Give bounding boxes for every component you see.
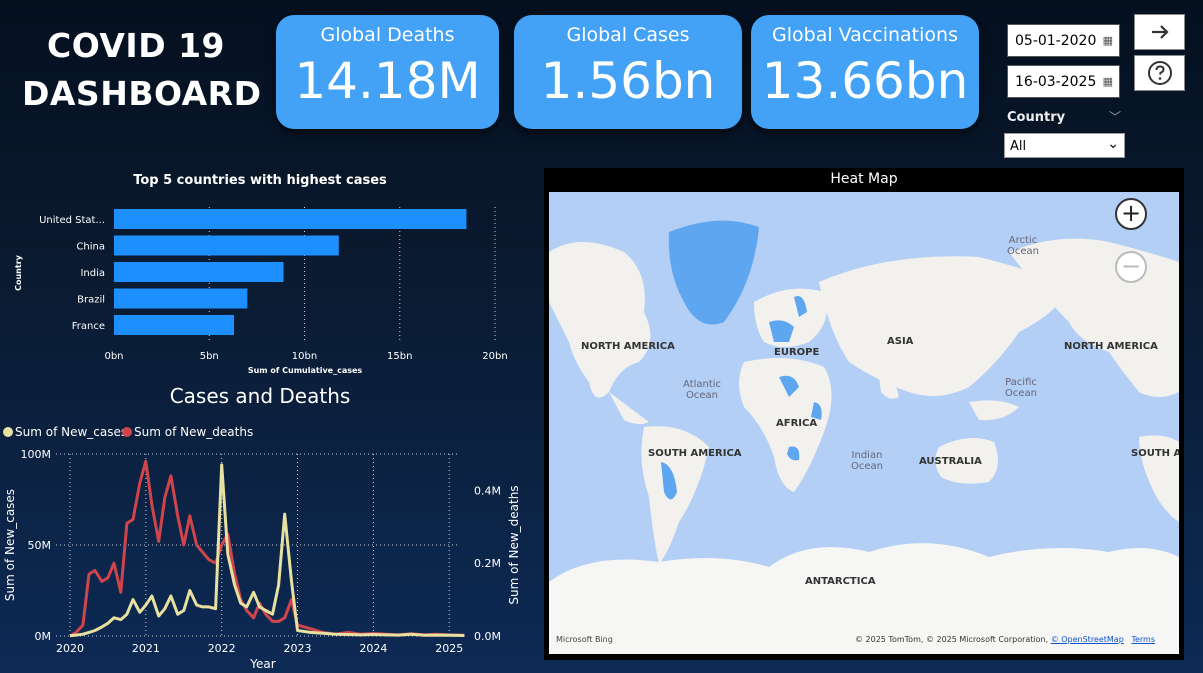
legend-label: Sum of New_deaths bbox=[134, 425, 253, 439]
category-label: China bbox=[76, 242, 105, 253]
map-label: AFRICA bbox=[776, 418, 818, 429]
kpi-value: 13.66bn bbox=[761, 52, 969, 110]
y-tick-label: 50M bbox=[28, 539, 52, 552]
map-label: EUROPE bbox=[774, 347, 820, 358]
kpi-card-cases: Global Cases 1.56bn bbox=[514, 15, 742, 129]
x-axis-title: Year bbox=[249, 657, 275, 671]
start-date-value: 05-01-2020 bbox=[1015, 33, 1097, 49]
top-countries-bar-chart: Top 5 countries with highest cases 0bn 5bn… bbox=[14, 173, 508, 375]
x-tick-label: 2025 bbox=[435, 642, 463, 655]
x-tick-label: 2021 bbox=[132, 642, 160, 655]
dashboard-title: COVID 19 DASHBOARD bbox=[22, 22, 262, 118]
cases-deaths-line-chart: Cases and Deaths Sum of New_cases Sum of N… bbox=[3, 384, 521, 671]
end-date-input[interactable]: 16-03-2025 ▦ bbox=[1007, 65, 1120, 98]
bar bbox=[114, 315, 235, 335]
category-label: France bbox=[72, 321, 105, 332]
dropdown-arrow-icon: ⌄ bbox=[1107, 136, 1119, 152]
help-button[interactable] bbox=[1134, 55, 1185, 91]
x-tick-label: 5bn bbox=[200, 351, 219, 362]
kpi-label: Global Vaccinations bbox=[772, 24, 958, 46]
heat-map-panel: Heat Map bbox=[544, 168, 1184, 660]
y2-tick-label: 0.4M bbox=[474, 484, 501, 497]
y2-tick-label: 0.2M bbox=[474, 557, 501, 570]
legend-marker bbox=[122, 427, 132, 437]
chart-title: Cases and Deaths bbox=[170, 384, 351, 408]
kpi-value: 14.18M bbox=[294, 52, 481, 110]
legend-label: Sum of New_cases bbox=[15, 425, 127, 439]
map-label: SOUTH AMERICA bbox=[648, 448, 742, 459]
x-axis-title: Sum of Cumulative_cases bbox=[248, 366, 363, 375]
map-label: NORTH AMERICA bbox=[1064, 341, 1158, 352]
title-line-2: DASHBOARD bbox=[22, 74, 262, 113]
bar bbox=[114, 262, 284, 282]
end-date-value: 16-03-2025 bbox=[1015, 74, 1097, 90]
map-label: SOUTH A bbox=[1131, 448, 1179, 459]
bar bbox=[114, 235, 339, 256]
map-label: ANTARCTICA bbox=[805, 576, 876, 587]
ocean-label: Indian Ocean bbox=[851, 450, 883, 472]
y2-axis-title: Sum of New_deaths bbox=[507, 485, 521, 604]
terms-link[interactable]: Terms bbox=[1131, 635, 1155, 644]
x-tick-label: 10bn bbox=[292, 351, 317, 362]
x-tick-label: 2023 bbox=[284, 642, 312, 655]
x-tick-label: 2020 bbox=[56, 642, 84, 655]
start-date-input[interactable]: 05-01-2020 ▦ bbox=[1007, 24, 1120, 57]
country-filter-label: Country bbox=[1007, 110, 1066, 125]
question-icon bbox=[1147, 61, 1172, 85]
title-line-1: COVID 19 bbox=[46, 26, 225, 65]
bar bbox=[114, 288, 248, 309]
map-label: NORTH AMERICA bbox=[581, 341, 675, 352]
map-label: AUSTRALIA bbox=[919, 456, 982, 467]
x-tick-label: 2024 bbox=[359, 642, 387, 655]
bar bbox=[114, 209, 467, 229]
country-select-value: All bbox=[1010, 139, 1027, 154]
x-tick-label: 15bn bbox=[387, 351, 412, 362]
x-tick-label: 2022 bbox=[208, 642, 236, 655]
attribution-text: © 2025 TomTom, © 2025 Microsoft Corporat… bbox=[854, 635, 1049, 644]
osm-link[interactable]: © OpenStreetMap bbox=[1050, 635, 1124, 644]
next-page-button[interactable] bbox=[1134, 14, 1185, 50]
kpi-label: Global Cases bbox=[566, 24, 690, 46]
y-axis-title: Country bbox=[14, 254, 23, 291]
category-label: United Stat... bbox=[39, 215, 105, 226]
kpi-card-deaths: Global Deaths 14.18M bbox=[276, 15, 499, 129]
kpi-value: 1.56bn bbox=[540, 52, 716, 110]
ocean-label: Pacific Ocean bbox=[1005, 377, 1037, 399]
kpi-card-vaccinations: Global Vaccinations 13.66bn bbox=[751, 15, 979, 129]
series-line-new-cases bbox=[69, 463, 465, 638]
legend-marker bbox=[3, 427, 13, 437]
bing-logo: Microsoft Bing bbox=[556, 635, 613, 644]
x-tick-label: 20bn bbox=[482, 351, 507, 362]
chart-title: Top 5 countries with highest cases bbox=[133, 173, 387, 188]
zoom-out-button[interactable]: − bbox=[1115, 251, 1147, 283]
map-canvas[interactable]: NORTH AMERICA EUROPE ASIA NORTH AMERICA … bbox=[549, 192, 1179, 654]
y-axis-title: Sum of New_cases bbox=[3, 489, 17, 601]
country-select[interactable]: All ⌄ bbox=[1004, 133, 1125, 158]
kpi-label: Global Deaths bbox=[320, 24, 455, 46]
ocean-label: Arctic Ocean bbox=[1007, 235, 1039, 257]
category-label: India bbox=[80, 268, 105, 279]
y-tick-label: 100M bbox=[21, 448, 52, 461]
map-attribution: © 2025 TomTom, © 2025 Microsoft Corporat… bbox=[855, 635, 1155, 644]
category-label: Brazil bbox=[77, 295, 105, 306]
chevron-down-icon[interactable]: ﹀ bbox=[1109, 110, 1122, 124]
calendar-icon[interactable]: ▦ bbox=[1102, 75, 1113, 88]
y2-tick-label: 0.0M bbox=[474, 630, 501, 643]
map-label: ASIA bbox=[887, 336, 914, 347]
arrow-right-icon bbox=[1151, 25, 1169, 39]
map-title: Heat Map bbox=[830, 171, 898, 187]
ocean-label: Atlantic Ocean bbox=[683, 379, 722, 401]
calendar-icon[interactable]: ▦ bbox=[1102, 34, 1113, 47]
y-tick-label: 0M bbox=[35, 630, 52, 643]
zoom-in-button[interactable]: + bbox=[1115, 198, 1147, 230]
x-tick-label: 0bn bbox=[104, 351, 123, 362]
